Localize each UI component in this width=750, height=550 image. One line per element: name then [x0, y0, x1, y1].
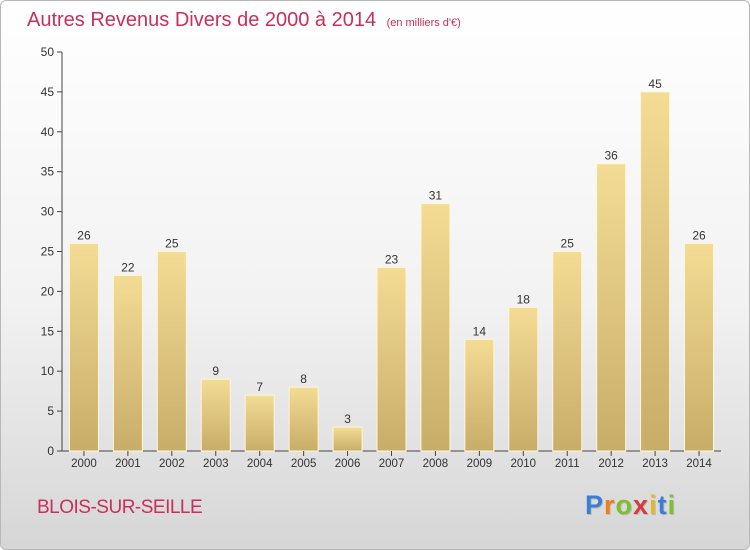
x-tick-label: 2014 — [686, 458, 712, 470]
data-label: 25 — [165, 237, 179, 251]
x-tick-label: 2010 — [511, 458, 537, 470]
bar — [376, 266, 407, 452]
proxiti-logo: Proxiti — [585, 490, 676, 521]
y-tick-label: 5 — [47, 404, 54, 418]
logo-letter: P — [585, 490, 605, 520]
data-label: 14 — [473, 324, 487, 338]
logo-letter: i — [667, 490, 677, 520]
x-tick-label: 2006 — [335, 458, 361, 470]
title-text: Autres Revenus Divers de 2000 à 2014 — [27, 9, 377, 31]
y-tick-label: 40 — [41, 125, 55, 139]
x-tick-label: 2007 — [379, 458, 405, 470]
city-name: BLOIS-SUR-SEILLE — [37, 497, 203, 518]
bar — [112, 274, 143, 452]
data-label: 25 — [561, 237, 575, 251]
y-tick-label: 0 — [47, 444, 54, 458]
y-tick-label: 30 — [41, 205, 55, 219]
logo-letter: r — [604, 490, 616, 520]
y-tick-label: 25 — [41, 245, 55, 259]
x-tick-label: 2009 — [467, 458, 493, 470]
x-tick-label: 2005 — [291, 458, 317, 470]
x-tick-label: 2013 — [642, 458, 668, 470]
bar — [200, 378, 231, 452]
logo-letter: o — [615, 490, 634, 520]
x-tick-label: 2012 — [598, 458, 624, 470]
logo-letter: x — [633, 490, 650, 520]
y-tick-label: 15 — [41, 324, 55, 338]
bar — [552, 251, 583, 452]
bar — [640, 91, 671, 452]
y-tick-label: 20 — [41, 284, 55, 298]
data-label: 45 — [648, 77, 662, 91]
bar — [332, 426, 363, 452]
data-label: 3 — [344, 412, 351, 426]
y-tick-label: 45 — [41, 85, 55, 99]
bar — [288, 386, 319, 452]
x-tick-label: 2004 — [247, 458, 273, 470]
chart-title: Autres Revenus Divers de 2000 à 2014 (en… — [27, 9, 461, 32]
data-label: 22 — [121, 260, 135, 274]
x-tick-label: 2001 — [115, 458, 141, 470]
x-tick-label: 2000 — [71, 458, 97, 470]
data-label: 7 — [256, 380, 263, 394]
data-label: 18 — [517, 292, 531, 306]
data-label: 9 — [212, 364, 219, 378]
bar — [464, 338, 495, 452]
bar — [156, 251, 187, 452]
bar — [420, 203, 451, 452]
y-tick-label: 35 — [41, 165, 55, 179]
bar — [244, 394, 275, 452]
bar — [68, 243, 99, 452]
y-tick-label: 10 — [41, 364, 55, 378]
data-label: 26 — [77, 229, 91, 243]
logo-letter: i — [649, 490, 658, 520]
bar — [684, 243, 715, 452]
logo-letter: t — [657, 490, 668, 520]
title-unit: (en milliers d'€) — [386, 17, 461, 29]
x-tick-label: 2002 — [159, 458, 185, 470]
data-label: 23 — [385, 252, 399, 266]
data-label: 31 — [429, 189, 443, 203]
y-tick-label: 50 — [41, 45, 55, 59]
bar — [596, 163, 627, 452]
x-tick-label: 2008 — [423, 458, 449, 470]
bar — [508, 306, 539, 452]
data-label: 26 — [692, 229, 706, 243]
data-label: 8 — [300, 372, 307, 386]
data-label: 36 — [604, 149, 618, 163]
x-tick-label: 2003 — [203, 458, 229, 470]
x-tick-label: 2011 — [555, 458, 580, 470]
